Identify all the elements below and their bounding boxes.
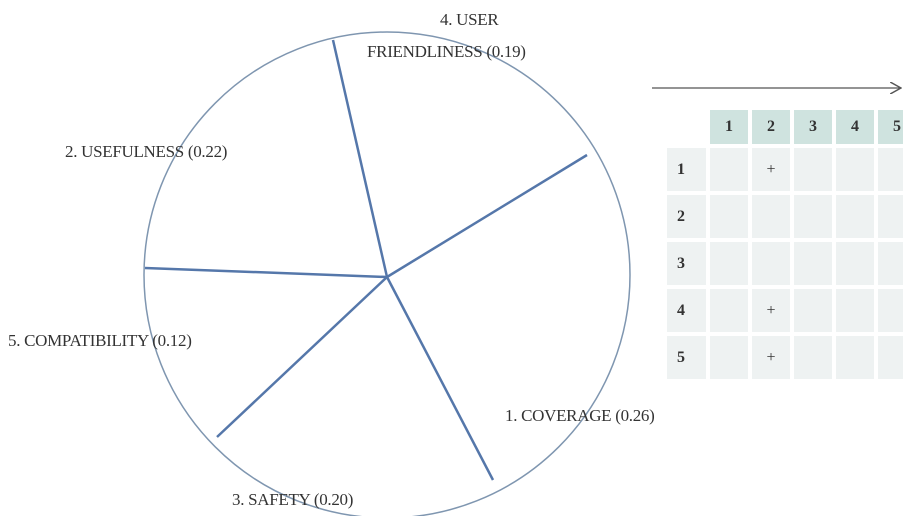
header-cell: 3 — [792, 108, 834, 146]
cell — [876, 193, 903, 240]
cell — [834, 146, 876, 193]
cell — [708, 334, 750, 381]
cell — [792, 240, 834, 287]
label: FRIENDLINESS (0.19) — [367, 42, 526, 61]
cell — [792, 287, 834, 334]
cell — [834, 287, 876, 334]
cell — [708, 146, 750, 193]
row-label: 2 — [665, 193, 708, 240]
cell — [876, 240, 903, 287]
spokes — [144, 39, 588, 481]
label: 2. USEFULNESS (0.22) — [65, 142, 228, 161]
cell: + — [750, 334, 792, 381]
cell — [708, 240, 750, 287]
header-cell: 1 — [708, 108, 750, 146]
label: 5. COMPATIBILITY (0.12) — [8, 331, 192, 350]
cell — [792, 146, 834, 193]
label: 4. USER — [440, 10, 499, 29]
cell — [750, 240, 792, 287]
cell — [834, 334, 876, 381]
header-cell: 2 — [750, 108, 792, 146]
cell: + — [750, 146, 792, 193]
row-label: 5 — [665, 334, 708, 381]
cell — [876, 334, 903, 381]
row-label: 4 — [665, 287, 708, 334]
cell: + — [750, 287, 792, 334]
cell — [876, 146, 903, 193]
cell — [708, 193, 750, 240]
cell — [750, 193, 792, 240]
header-cell: 5 — [876, 108, 903, 146]
cell — [834, 193, 876, 240]
row-label: 1 — [665, 146, 708, 193]
cell — [834, 240, 876, 287]
circle — [143, 31, 631, 516]
cell — [792, 193, 834, 240]
cell — [708, 287, 750, 334]
label: 1. COVERAGE (0.26) — [505, 406, 655, 425]
cell — [876, 287, 903, 334]
label: 3. SAFETY (0.20) — [232, 490, 354, 509]
row-label: 3 — [665, 240, 708, 287]
cell — [792, 334, 834, 381]
header-cell: 4 — [834, 108, 876, 146]
